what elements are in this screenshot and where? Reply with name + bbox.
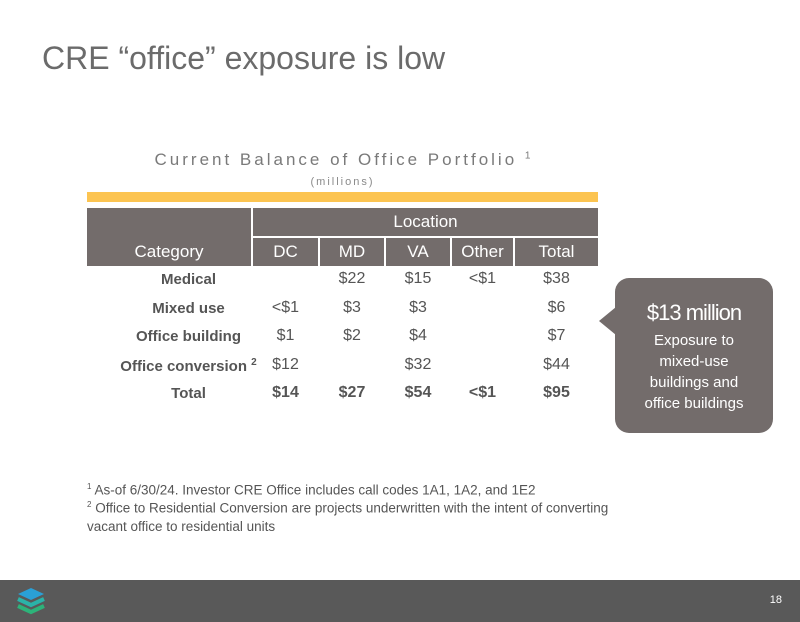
row-category: Medical [87, 271, 290, 288]
footnote-mark: 1 [87, 482, 92, 491]
footnote-text: As-of 6/30/24. Investor CRE Office inclu… [94, 482, 536, 498]
table-cell: <$1 [271, 298, 300, 316]
row-category: Total [87, 385, 290, 402]
row-category-text: Total [171, 385, 206, 402]
footnote-2: 2 Office to Residential Conversion are p… [87, 500, 608, 516]
slide-title: CRE “office” exposure is low [42, 40, 446, 76]
table-cell: $15 [404, 270, 432, 287]
callout-line: office buildings [644, 395, 744, 412]
accent-bar [87, 192, 598, 202]
column-header-total: Total [515, 238, 598, 266]
page-number: 18 [769, 594, 782, 606]
footnote-text: Office to Residential Conversion are pro… [95, 500, 609, 516]
location-header: Location [253, 208, 598, 236]
row-category-text: Medical [160, 271, 217, 288]
table-cell: <$1 [468, 270, 497, 287]
table-cell: $38 [543, 270, 570, 287]
table-cell: $7 [547, 327, 566, 344]
footer-bar: 18 [0, 580, 800, 622]
row-category: Office conversion 2 [87, 357, 290, 375]
callout-line: Exposure to [653, 332, 735, 349]
table-cell: <$1 [468, 384, 497, 401]
table-cell: $12 [272, 355, 299, 373]
table-cell: $22 [338, 270, 366, 287]
table-cell: $2 [343, 327, 361, 344]
table-title: Current Balance of Office Portfolio 1 [87, 150, 598, 170]
table-title-text: Current Balance of Office Portfolio [154, 150, 518, 169]
row-category-text: Office building [136, 328, 241, 345]
table-cell: $1 [276, 327, 295, 344]
table-cell: $27 [338, 384, 366, 401]
row-category: Mixed use [87, 300, 290, 317]
table-cell: $32 [404, 355, 432, 373]
callout-line: mixed-use [659, 353, 729, 370]
table-cell: $6 [547, 298, 566, 316]
table-cell: $3 [343, 298, 361, 316]
row-category-text: Mixed use [152, 299, 225, 317]
row-category-text: Office conversion [120, 357, 247, 375]
footnote-2-cont: vacant office to residential units [87, 519, 276, 534]
callout-box: $13 million Exposure to mixed-use buildi… [615, 278, 773, 433]
category-header: Category [87, 208, 251, 266]
footnote-1: 1 As-of 6/30/24. Investor CRE Office inc… [87, 482, 535, 498]
row-footnote: 2 [251, 356, 257, 368]
table-title-footnote: 1 [524, 150, 531, 162]
table-cell: $14 [272, 384, 299, 401]
table-cell: $3 [409, 298, 427, 316]
table-cell: $95 [543, 384, 570, 401]
callout-pointer [599, 307, 616, 335]
footnote-mark: 2 [87, 500, 92, 509]
stacked-layers-logo-icon [17, 588, 45, 615]
table-cell: $44 [543, 355, 570, 373]
column-header-md: MD [320, 238, 384, 266]
column-header-va: VA [386, 238, 450, 266]
table-subtitle: (millions) [310, 176, 375, 188]
table-cell: $54 [404, 384, 432, 401]
callout-amount: $13 million [646, 300, 742, 325]
column-header-other: Other [452, 238, 513, 266]
column-header-dc: DC [253, 238, 318, 266]
row-category: Office building [87, 328, 290, 345]
table-cell: $4 [409, 327, 427, 344]
callout-line: buildings and [649, 374, 739, 391]
